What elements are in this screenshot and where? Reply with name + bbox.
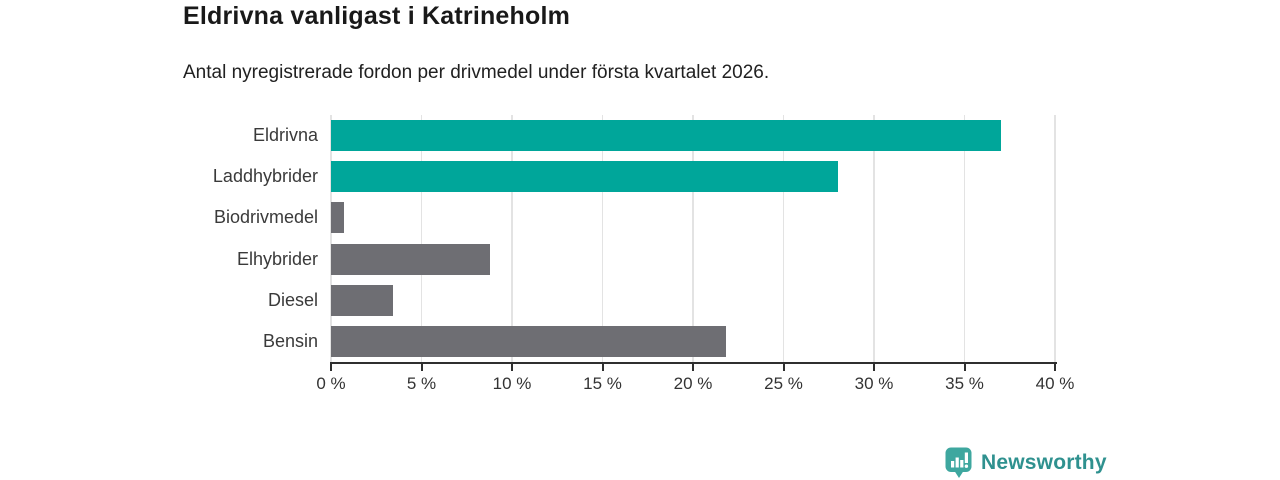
bar-row-biodrivmedel: [331, 202, 1055, 234]
gridline-10: [511, 115, 513, 362]
brand-footer: Newsworthy: [944, 446, 1107, 479]
bar-row-eldrivna: [331, 120, 1055, 151]
bar-row-elhybrider: [331, 243, 1055, 275]
x-tick-15: [601, 364, 604, 371]
x-tick-label-10: 10 %: [492, 374, 532, 393]
x-tick-label-35: 35 %: [945, 374, 984, 393]
bar-row-laddhybrider: [331, 161, 1055, 193]
gridline-5: [420, 115, 423, 362]
x-tick-20: [692, 364, 694, 371]
newsworthy-bar-chart-bubble-icon: [944, 446, 974, 479]
gridline-20: [692, 115, 694, 362]
bar-diesel: [331, 284, 393, 316]
x-tick-30: [873, 364, 875, 371]
gridline-40: [1054, 115, 1056, 362]
x-axis-line: [330, 362, 1057, 364]
category-label-laddhybrider: Laddhybrider: [212, 166, 318, 187]
x-tick-label-15: 15 %: [583, 374, 622, 393]
bar-elhybrider: [331, 243, 491, 275]
x-tick-label-5: 5 %: [406, 374, 437, 393]
gridline-30: [873, 115, 875, 362]
bar-row-bensin: [331, 326, 1055, 357]
gridline-25: [782, 115, 785, 362]
x-tick-10: [511, 364, 513, 371]
bar-row-diesel: [331, 284, 1055, 316]
bar-biodrivmedel: [331, 202, 344, 234]
chart-subtitle: Antal nyregistrerade fordon per drivmede…: [183, 62, 770, 83]
x-tick-35: [963, 364, 966, 371]
gridline-15: [601, 115, 604, 362]
category-label-diesel: Diesel: [267, 289, 318, 310]
x-tick-5: [420, 364, 423, 371]
x-tick-label-25: 25 %: [764, 374, 803, 393]
category-label-elhybrider: Elhybrider: [236, 248, 318, 269]
category-label-biodrivmedel: Biodrivmedel: [213, 207, 318, 228]
category-label-eldrivna: Eldrivna: [252, 125, 318, 145]
bar-eldrivna: [331, 120, 1001, 151]
x-tick-0: [330, 364, 332, 371]
x-tick-label-20: 20 %: [673, 374, 713, 393]
plot-area: [330, 115, 1056, 362]
brand-name: Newsworthy: [981, 450, 1107, 474]
category-label-bensin: Bensin: [262, 331, 318, 351]
x-tick-40: [1054, 364, 1056, 371]
gridline-0: [330, 115, 332, 362]
chart-title: Eldrivna vanligast i Katrineholm: [183, 2, 571, 30]
x-tick-label-40: 40 %: [1035, 374, 1075, 393]
bar-bensin: [331, 326, 726, 357]
x-tick-25: [782, 364, 785, 371]
gridline-35: [963, 115, 966, 362]
bar-laddhybrider: [331, 161, 838, 193]
x-tick-label-30: 30 %: [854, 374, 894, 393]
x-tick-label-0: 0 %: [316, 374, 346, 393]
